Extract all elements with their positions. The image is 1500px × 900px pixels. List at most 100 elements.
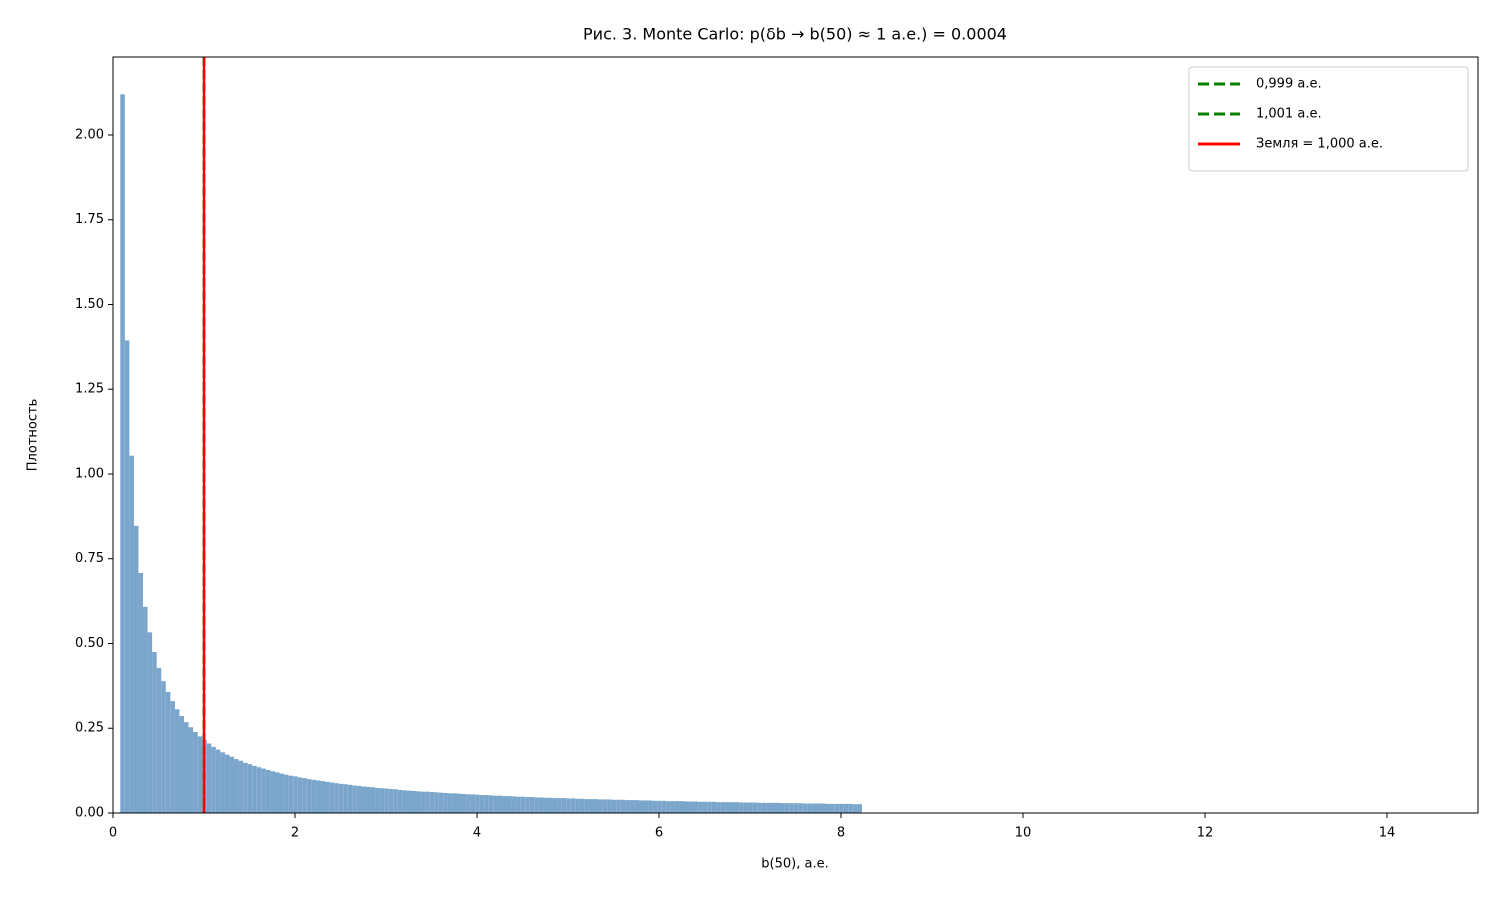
bar xyxy=(443,792,448,813)
bar xyxy=(361,786,366,813)
bar xyxy=(825,803,831,813)
bar xyxy=(775,802,781,813)
bar xyxy=(757,802,762,813)
bar xyxy=(320,781,326,813)
bar xyxy=(420,791,426,813)
bar xyxy=(270,771,275,813)
bar xyxy=(311,779,316,813)
bar xyxy=(598,799,603,813)
bar xyxy=(397,789,403,813)
bar xyxy=(561,798,567,813)
bar xyxy=(848,803,853,813)
bar xyxy=(657,800,662,813)
bar xyxy=(170,701,175,813)
bar xyxy=(379,788,385,813)
bar xyxy=(543,797,548,813)
x-tick-label: 8 xyxy=(837,826,845,841)
bar xyxy=(547,797,553,813)
bar xyxy=(220,752,225,813)
bar xyxy=(579,798,585,813)
bar xyxy=(274,772,280,813)
bar xyxy=(538,797,544,813)
bar xyxy=(174,709,180,813)
bar xyxy=(675,801,680,813)
bar xyxy=(593,799,599,813)
bar xyxy=(347,784,353,813)
bar xyxy=(820,803,826,813)
bar xyxy=(720,802,726,813)
bar xyxy=(702,801,708,813)
bar xyxy=(466,794,471,813)
y-tick-label: 0.75 xyxy=(75,551,104,566)
bar xyxy=(434,792,439,813)
bar xyxy=(570,798,576,813)
bar xyxy=(238,760,244,813)
bar xyxy=(365,786,371,813)
bar xyxy=(334,783,339,813)
bar xyxy=(161,681,166,813)
x-tick-label: 2 xyxy=(291,826,299,841)
bar xyxy=(429,791,435,813)
bar xyxy=(502,796,508,813)
y-tick-label: 1.00 xyxy=(75,466,104,481)
bar xyxy=(789,803,794,813)
legend-label: 1,001 а.е. xyxy=(1256,107,1322,122)
bar xyxy=(620,799,626,813)
y-tick-label: 1.50 xyxy=(75,297,104,312)
bar xyxy=(711,801,717,813)
bar xyxy=(129,455,134,813)
bar xyxy=(143,606,148,813)
bar xyxy=(529,797,535,813)
bar xyxy=(511,796,517,813)
bar xyxy=(183,722,189,813)
bar xyxy=(120,94,125,813)
bar xyxy=(534,797,539,813)
bar xyxy=(766,802,771,813)
bar xyxy=(356,785,362,813)
bar xyxy=(488,795,494,813)
bar xyxy=(557,798,562,813)
bar xyxy=(689,801,694,813)
bar xyxy=(793,803,799,813)
bar xyxy=(288,775,294,813)
bar xyxy=(124,340,130,813)
bar xyxy=(393,789,398,813)
bar xyxy=(452,793,457,813)
x-tick-label: 4 xyxy=(473,826,481,841)
bar xyxy=(484,795,489,813)
bar xyxy=(839,803,844,813)
bar xyxy=(648,800,653,813)
bar xyxy=(265,769,271,813)
bar xyxy=(661,800,667,813)
bar xyxy=(461,794,467,813)
bar xyxy=(156,667,162,813)
bar xyxy=(447,793,453,813)
bar xyxy=(479,795,485,813)
bar xyxy=(279,773,285,813)
bar xyxy=(256,767,262,813)
bar xyxy=(516,796,521,813)
bar xyxy=(625,800,630,813)
bar xyxy=(247,764,253,813)
bar xyxy=(329,782,335,813)
bar xyxy=(229,756,235,813)
bar xyxy=(284,774,289,813)
bar xyxy=(802,803,808,813)
bar xyxy=(197,736,203,813)
bar xyxy=(520,796,526,813)
plot-frame xyxy=(112,56,1479,814)
bar xyxy=(611,799,617,813)
bar xyxy=(493,795,498,813)
bar xyxy=(147,632,153,813)
bar xyxy=(588,799,594,813)
x-tick-label: 6 xyxy=(655,826,663,841)
x-tick-label: 10 xyxy=(1015,826,1032,841)
bar xyxy=(852,804,858,813)
bar xyxy=(566,798,571,813)
bar xyxy=(252,765,257,813)
bar xyxy=(739,802,744,813)
bar xyxy=(179,716,184,813)
bar xyxy=(470,794,476,813)
bar xyxy=(224,754,230,813)
